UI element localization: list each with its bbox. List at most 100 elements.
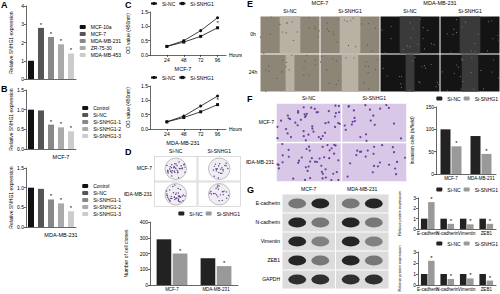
svg-text:1.0: 1.0 [141, 23, 148, 29]
svg-text:C: C [125, 0, 132, 10]
svg-text:A: A [1, 0, 8, 10]
svg-text:96: 96 [215, 131, 221, 137]
svg-text:2: 2 [413, 260, 416, 266]
svg-text:0: 0 [413, 282, 416, 288]
svg-text:100: 100 [426, 126, 435, 132]
svg-text:*: * [40, 22, 43, 28]
svg-text:MCF-7: MCF-7 [444, 176, 458, 181]
svg-text:MCF-7: MCF-7 [165, 287, 179, 292]
svg-text:0.0: 0.0 [141, 52, 148, 58]
svg-text:Relative SNHG1 expression: Relative SNHG1 expression [8, 88, 14, 150]
svg-text:400: 400 [140, 219, 149, 225]
svg-text:GAPDH: GAPDH [262, 276, 280, 282]
svg-text:*: * [70, 47, 73, 53]
svg-text:72: 72 [198, 57, 204, 63]
svg-text:Si-SNHG1-3: Si-SNHG1-3 [93, 211, 121, 217]
svg-text:MDA-MB-231: MDA-MB-231 [202, 287, 230, 292]
svg-text:N-cadherin: N-cadherin [256, 219, 281, 225]
svg-text:Si-NC: Si-NC [302, 95, 316, 101]
svg-text:Relative protein expression: Relative protein expression [398, 245, 402, 291]
svg-text:0: 0 [145, 282, 148, 288]
svg-text:MCF-7: MCF-7 [91, 31, 106, 37]
svg-text:Control: Control [93, 105, 109, 111]
svg-text:MDA-MB-231: MDA-MB-231 [467, 176, 495, 181]
svg-text:Si-NC: Si-NC [283, 8, 297, 14]
svg-text:0: 0 [413, 226, 416, 232]
svg-text:1: 1 [413, 216, 416, 222]
svg-text:1.0: 1.0 [17, 185, 24, 191]
svg-text:Relative SNHG1 expression: Relative SNHG1 expression [8, 166, 14, 228]
svg-text:Relative SNHG1 expression: Relative SNHG1 expression [8, 11, 14, 73]
svg-text:48: 48 [181, 131, 187, 137]
svg-text:1.5: 1.5 [17, 165, 24, 171]
svg-text:0: 0 [431, 171, 434, 177]
svg-text:Relative protein expression: Relative protein expression [398, 191, 402, 235]
svg-text:OD value (450nm): OD value (450nm) [125, 87, 131, 128]
svg-text:*: * [70, 125, 73, 131]
svg-text:*: * [450, 218, 453, 224]
svg-text:MCF-7: MCF-7 [312, 0, 329, 6]
svg-text:MCF-7: MCF-7 [53, 154, 70, 160]
svg-text:0.5: 0.5 [17, 204, 24, 210]
svg-text:Si-NC: Si-NC [447, 241, 461, 247]
svg-text:*: * [216, 97, 219, 103]
svg-text:1: 1 [21, 58, 24, 64]
svg-text:*: * [216, 20, 219, 26]
svg-text:3: 3 [413, 195, 416, 201]
svg-text:E: E [247, 0, 253, 9]
svg-text:Si-SNHG1: Si-SNHG1 [475, 241, 499, 247]
svg-text:*: * [70, 205, 73, 211]
svg-text:Si-SNHG1: Si-SNHG1 [458, 8, 482, 14]
svg-text:2: 2 [21, 40, 24, 46]
svg-text:200: 200 [140, 251, 149, 257]
svg-text:Si-SNHG1: Si-SNHG1 [363, 95, 387, 101]
svg-text:Vimentin: Vimentin [458, 231, 476, 236]
svg-text:D: D [125, 148, 132, 157]
svg-text:*: * [223, 260, 226, 266]
svg-text:1.0: 1.0 [17, 107, 24, 113]
svg-text:E-cadherin: E-cadherin [256, 200, 280, 206]
svg-text:4: 4 [21, 3, 24, 9]
svg-text:1.0: 1.0 [141, 97, 148, 103]
svg-text:*: * [60, 121, 63, 127]
svg-text:*: * [430, 196, 433, 202]
svg-text:Si-SNHG1: Si-SNHG1 [338, 8, 362, 14]
svg-text:72: 72 [198, 131, 204, 137]
svg-text:300: 300 [140, 235, 149, 241]
svg-text:Si-SNHG1: Si-SNHG1 [208, 148, 232, 154]
svg-text:0.5: 0.5 [17, 126, 24, 132]
svg-text:ZEB1: ZEB1 [267, 257, 280, 263]
svg-text:Si-SNHG1-1: Si-SNHG1-1 [93, 119, 121, 125]
svg-text:*: * [50, 31, 53, 37]
svg-text:Control: Control [93, 183, 109, 189]
svg-text:150: 150 [426, 104, 435, 110]
svg-text:MCF-7: MCF-7 [259, 119, 274, 125]
svg-text:2: 2 [413, 205, 416, 211]
svg-text:0.5: 0.5 [141, 112, 148, 118]
svg-text:*: * [60, 197, 63, 203]
svg-text:3: 3 [413, 249, 416, 255]
svg-text:MCF-7: MCF-7 [137, 165, 152, 171]
svg-text:MDA-MB-231: MDA-MB-231 [124, 191, 152, 197]
svg-text:F: F [247, 95, 253, 104]
svg-text:Si-NC: Si-NC [162, 75, 176, 81]
svg-text:Si-NC: Si-NC [189, 211, 203, 217]
svg-text:48: 48 [181, 57, 187, 63]
svg-text:3: 3 [21, 21, 24, 27]
svg-text:*: * [489, 275, 492, 281]
svg-text:Si-NC: Si-NC [447, 96, 461, 102]
svg-text:MDA-MB-231: MDA-MB-231 [91, 38, 122, 44]
svg-text:*: * [179, 248, 182, 254]
svg-text:N-cadherin: N-cadherin [436, 231, 459, 236]
svg-text:ZEB1: ZEB1 [481, 231, 493, 236]
svg-text:Number of cell clones: Number of cell clones [124, 229, 129, 278]
svg-text:1.5: 1.5 [141, 83, 148, 89]
svg-text:*: * [469, 272, 472, 278]
svg-text:0h: 0h [250, 31, 256, 37]
svg-text:Si-SNHG1: Si-SNHG1 [190, 75, 214, 81]
svg-text:OD value (450nm): OD value (450nm) [125, 13, 131, 54]
svg-text:Si-NC: Si-NC [93, 112, 107, 118]
svg-text:*: * [50, 119, 53, 125]
svg-text:*: * [485, 148, 488, 154]
svg-text:ZR-75-30: ZR-75-30 [91, 45, 112, 51]
